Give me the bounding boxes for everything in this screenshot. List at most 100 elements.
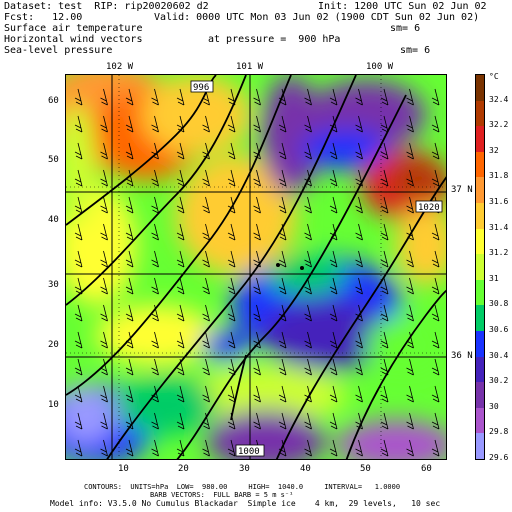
colorbar-label: 32 xyxy=(489,145,499,155)
wind-barb xyxy=(431,250,440,268)
wind-barb xyxy=(74,331,83,349)
wind-barb xyxy=(380,142,389,160)
wind-barb xyxy=(100,196,108,214)
colorbar-label: 30.6 xyxy=(489,325,509,334)
x-tick: 60 xyxy=(421,464,432,474)
wind-barb xyxy=(253,169,261,187)
wind-barb xyxy=(151,196,159,214)
wind-barb xyxy=(74,88,83,106)
wind-barb xyxy=(329,115,338,133)
wind-barb xyxy=(304,304,312,322)
wind-barb xyxy=(100,412,108,430)
wind-barb xyxy=(431,412,440,430)
colorbar-swatch xyxy=(476,177,484,204)
x-tick: 40 xyxy=(300,464,311,474)
wind-barb xyxy=(431,142,440,160)
wind-barb xyxy=(355,196,363,214)
wind-barb xyxy=(202,223,210,241)
wind-barb xyxy=(176,277,185,295)
wind-barb xyxy=(355,223,363,241)
wind-barbs xyxy=(74,88,440,457)
field-slp: Sea-level pressure xyxy=(4,45,113,56)
pressure-line: at pressure = 900 hPa xyxy=(208,34,341,45)
lon-label: 100 W xyxy=(366,62,394,72)
y-tick: 30 xyxy=(48,280,59,290)
wind-barb xyxy=(355,115,363,133)
colorbar-swatch xyxy=(476,151,484,178)
wind-barb xyxy=(278,115,287,133)
wind-barb xyxy=(253,358,261,376)
wind-barb xyxy=(304,331,312,349)
colorbar-label: 31.4 xyxy=(489,222,509,232)
wind-barb xyxy=(406,385,414,403)
wind-barb xyxy=(329,169,338,187)
colorbar-swatch xyxy=(476,75,484,102)
wind-barb xyxy=(304,412,312,430)
y-tick: 40 xyxy=(48,215,59,225)
wind-barb xyxy=(74,385,83,403)
wind-barb xyxy=(202,169,210,187)
wind-barb xyxy=(202,412,210,430)
wind-barb xyxy=(227,88,236,106)
station-dot xyxy=(300,266,304,270)
x-tick: 50 xyxy=(360,464,371,474)
wind-barb xyxy=(431,385,440,403)
wind-barb xyxy=(406,88,414,106)
lon-label: 102 W xyxy=(106,62,134,72)
wind-barb xyxy=(100,88,108,106)
wind-barb xyxy=(227,196,236,214)
y-tick: 20 xyxy=(48,340,59,350)
wind-barb xyxy=(278,196,287,214)
wind-barb xyxy=(278,169,287,187)
colorbar-swatch xyxy=(476,126,484,153)
footer-model-info: Model info: V3.5.0 No Cumulus Blackadar … xyxy=(50,499,441,508)
wind-barb xyxy=(406,223,414,241)
wind-barb xyxy=(253,277,261,295)
colorbar-unit: °C xyxy=(489,72,499,81)
wind-barb xyxy=(74,439,83,457)
sm-second: sm= 6 xyxy=(400,45,431,56)
colorbar-label: 30 xyxy=(489,401,499,411)
colorbar-label: 30.4 xyxy=(489,350,509,360)
wind-barb xyxy=(380,412,389,430)
wind-barb xyxy=(151,439,159,457)
colorbar-label: 29.6 xyxy=(489,453,509,462)
colorbar-swatch xyxy=(476,100,484,127)
contour-label: 996 xyxy=(193,83,209,93)
sm-first: sm= 6 xyxy=(390,23,421,34)
wind-barb xyxy=(329,223,338,241)
wind-barb xyxy=(176,169,185,187)
wind-barb xyxy=(431,358,440,376)
wind-barb xyxy=(202,277,210,295)
wind-barb xyxy=(253,142,261,160)
wind-barb xyxy=(431,304,440,322)
wind-barb xyxy=(125,196,134,214)
dataset-line: Dataset: test RIP: rip20020602 d2 xyxy=(4,1,209,12)
wind-barb xyxy=(202,142,210,160)
wind-barb xyxy=(100,277,108,295)
wind-barb xyxy=(100,385,108,403)
wind-barb xyxy=(304,358,312,376)
wind-barb xyxy=(304,223,312,241)
wind-barb xyxy=(125,412,134,430)
wind-barb xyxy=(100,331,108,349)
wind-barb xyxy=(406,115,414,133)
colorbar-label: 31.2 xyxy=(489,248,509,258)
wind-barb xyxy=(227,115,236,133)
colorbar-swatch xyxy=(476,305,484,332)
wind-barb xyxy=(329,88,338,106)
colorbar-swatch xyxy=(476,279,484,306)
wind-barb xyxy=(100,439,108,457)
colorbar-swatch xyxy=(476,254,484,281)
wind-barb xyxy=(406,439,414,457)
wind-barb xyxy=(278,223,287,241)
wind-barb xyxy=(329,385,338,403)
contour-label: 1000 xyxy=(238,447,260,457)
wind-barb xyxy=(227,223,236,241)
wind-barb xyxy=(227,439,236,457)
y-tick: 10 xyxy=(48,400,59,410)
field-wind: Horizontal wind vectors xyxy=(4,34,143,45)
wind-barb xyxy=(176,412,185,430)
wind-barb xyxy=(253,412,261,430)
wind-barb xyxy=(100,358,108,376)
